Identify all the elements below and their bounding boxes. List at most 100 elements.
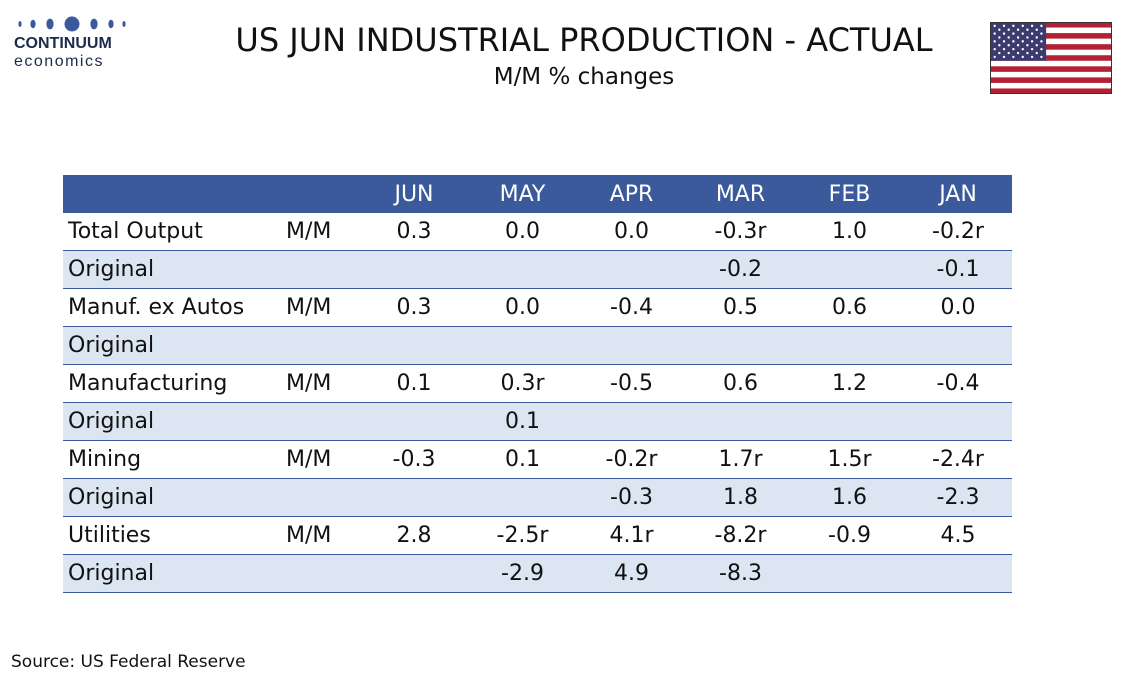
- row-label: Original: [63, 250, 284, 289]
- table-cell: [795, 326, 904, 365]
- table-cell: 0.3: [360, 288, 468, 327]
- table-cell: 1.2: [795, 364, 904, 403]
- table-cell: 0.6: [795, 288, 904, 327]
- table-cell: [577, 326, 686, 365]
- table-cell: [795, 554, 904, 593]
- table-cell: -8.2r: [686, 516, 795, 555]
- table-row: Original -0.3 1.8 1.6 -2.3: [63, 478, 1012, 517]
- row-label: Manufacturing: [63, 364, 284, 403]
- table-cell: 0.1: [468, 402, 577, 441]
- row-unit: [284, 250, 360, 289]
- table-cell: [360, 250, 468, 289]
- page-title: US JUN INDUSTRIAL PRODUCTION - ACTUAL: [235, 21, 933, 59]
- table-cell: 0.3: [360, 213, 468, 251]
- row-label: Mining: [63, 440, 284, 479]
- table-cell: [904, 402, 1012, 441]
- column-header: MAY: [468, 175, 577, 213]
- industrial-production-table: JUN MAY APR MAR FEB JAN Total Output M/M 0.3 0.0…: [63, 175, 1012, 593]
- table-cell: 1.7r: [686, 440, 795, 479]
- table-cell: -2.9: [468, 554, 577, 593]
- table-row: Original -0.2 -0.1: [63, 250, 1012, 289]
- table-cell: [686, 326, 795, 365]
- column-header: [284, 175, 360, 213]
- table-cell: -0.1: [904, 250, 1012, 289]
- table-cell: 0.0: [577, 213, 686, 251]
- row-unit: M/M: [284, 516, 360, 555]
- row-unit: M/M: [284, 364, 360, 403]
- table-cell: 0.3r: [468, 364, 577, 403]
- row-unit: M/M: [284, 440, 360, 479]
- table-cell: 1.5r: [795, 440, 904, 479]
- row-unit: [284, 326, 360, 365]
- table-cell: [468, 250, 577, 289]
- table-cell: [795, 402, 904, 441]
- brand-line2: economics: [14, 53, 104, 70]
- column-header: FEB: [795, 175, 904, 213]
- table-cell: 2.8: [360, 516, 468, 555]
- table-cell: -0.9: [795, 516, 904, 555]
- row-label: Original: [63, 554, 284, 593]
- table-cell: [904, 326, 1012, 365]
- table-cell: 0.5: [686, 288, 795, 327]
- table-row: Total Output M/M 0.3 0.0 0.0 -0.3r 1.0 -0.2r: [63, 213, 1012, 251]
- table-cell: -0.2: [686, 250, 795, 289]
- table-cell: [577, 250, 686, 289]
- source-note: Source: US Federal Reserve: [11, 652, 246, 672]
- column-header: JUN: [360, 175, 468, 213]
- row-unit: M/M: [284, 213, 360, 251]
- table-row: Manufacturing M/M 0.1 0.3r -0.5 0.6 1.2 -0.4: [63, 364, 1012, 403]
- column-header: MAR: [686, 175, 795, 213]
- table-cell: [904, 554, 1012, 593]
- table-cell: 0.0: [904, 288, 1012, 327]
- table-cell: -0.4: [577, 288, 686, 327]
- row-label: Original: [63, 326, 284, 365]
- table-cell: [360, 402, 468, 441]
- table-cell: [686, 402, 795, 441]
- table-cell: 1.6: [795, 478, 904, 517]
- table-row: Mining M/M -0.3 0.1 -0.2r 1.7r 1.5r -2.4r: [63, 440, 1012, 479]
- table-cell: -0.5: [577, 364, 686, 403]
- table-cell: -2.3: [904, 478, 1012, 517]
- row-unit: [284, 554, 360, 593]
- column-header: APR: [577, 175, 686, 213]
- table-cell: [360, 326, 468, 365]
- table-cell: -0.3: [577, 478, 686, 517]
- column-header: [63, 175, 284, 213]
- table-cell: 0.1: [360, 364, 468, 403]
- row-unit: M/M: [284, 288, 360, 327]
- table-cell: 0.6: [686, 364, 795, 403]
- table-cell: -0.2r: [904, 213, 1012, 251]
- row-unit: [284, 402, 360, 441]
- table-cell: [360, 478, 468, 517]
- table-row: Utilities M/M 2.8 -2.5r 4.1r -8.2r -0.9 4.5: [63, 516, 1012, 555]
- table-cell: -0.3: [360, 440, 468, 479]
- row-label: Original: [63, 478, 284, 517]
- table-cell: -8.3: [686, 554, 795, 593]
- table-cell: -0.4: [904, 364, 1012, 403]
- table-row: Original -2.9 4.9 -8.3: [63, 554, 1012, 593]
- table-cell: 1.0: [795, 213, 904, 251]
- row-label: Manuf. ex Autos: [63, 288, 284, 327]
- table-cell: [468, 326, 577, 365]
- us-flag-icon: [990, 22, 1112, 94]
- row-label: Original: [63, 402, 284, 441]
- table-cell: -0.2r: [577, 440, 686, 479]
- row-label: Utilities: [63, 516, 284, 555]
- table-cell: 0.1: [468, 440, 577, 479]
- table-cell: 4.9: [577, 554, 686, 593]
- table-header-row: JUN MAY APR MAR FEB JAN: [63, 175, 1012, 213]
- table-cell: [468, 478, 577, 517]
- row-unit: [284, 478, 360, 517]
- table-cell: -0.3r: [686, 213, 795, 251]
- table-row: Original 0.1: [63, 402, 1012, 441]
- table-row: Original: [63, 326, 1012, 365]
- table-cell: 4.1r: [577, 516, 686, 555]
- brand-line1: CONTINUUM: [14, 35, 112, 52]
- table-cell: 1.8: [686, 478, 795, 517]
- page-subtitle: M/M % changes: [493, 64, 675, 90]
- table-cell: -2.5r: [468, 516, 577, 555]
- column-header: JAN: [904, 175, 1012, 213]
- table-cell: [577, 402, 686, 441]
- table-row: Manuf. ex Autos M/M 0.3 0.0 -0.4 0.5 0.6 0.0: [63, 288, 1012, 327]
- table-cell: 0.0: [468, 213, 577, 251]
